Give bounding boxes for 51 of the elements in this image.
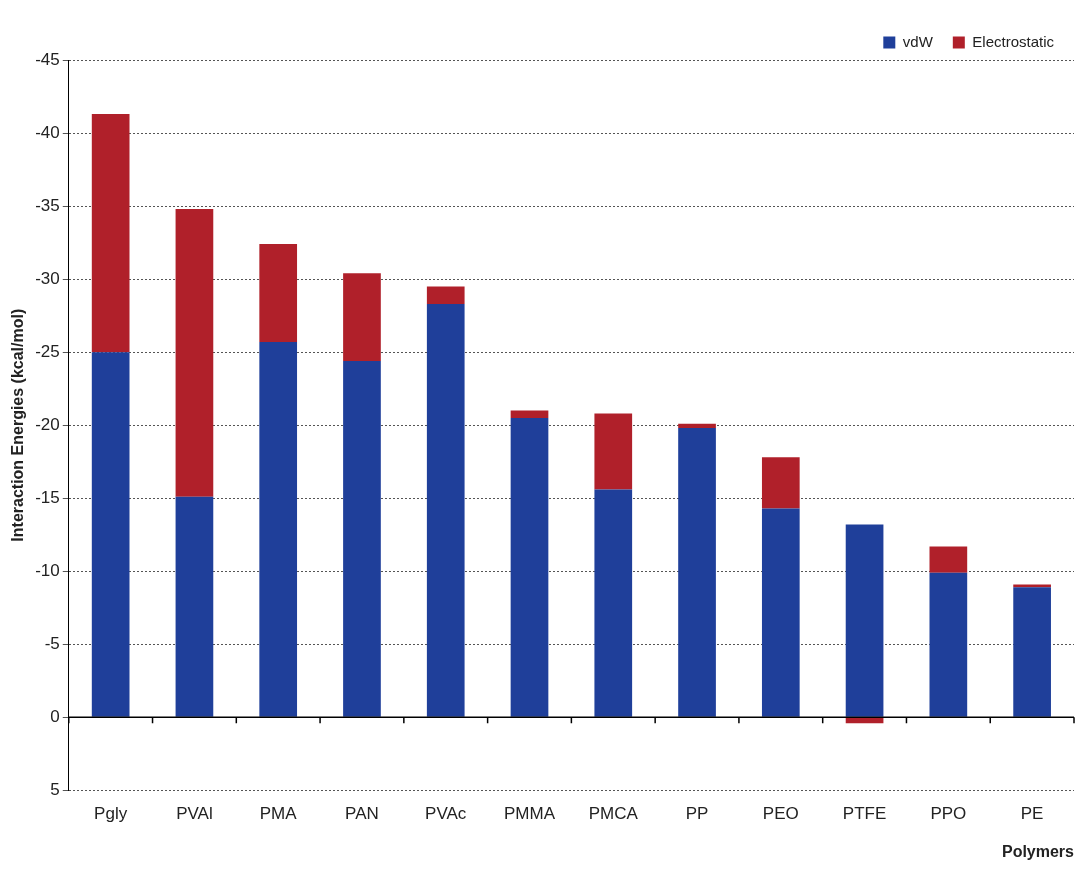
x-tick-label: PEO: [762, 804, 799, 824]
bar: [845, 717, 884, 724]
y-tick-label: -5: [44, 634, 60, 654]
x-axis-title: Polymers: [1001, 842, 1075, 860]
bar: [426, 286, 465, 304]
bar: [678, 423, 716, 429]
y-tick-label: -10: [35, 560, 60, 580]
bar: [510, 417, 549, 717]
bar: [929, 546, 968, 573]
y-tick-label: 0: [50, 707, 60, 727]
bar: [91, 352, 130, 717]
x-tick-label: PE: [1020, 804, 1044, 824]
x-tick-label: PAN: [345, 804, 379, 824]
legend-label: vdW: [902, 32, 934, 50]
x-tick-label: PVAl: [176, 804, 213, 824]
bar: [678, 428, 716, 717]
bar: [1013, 587, 1051, 717]
bar: [594, 413, 633, 490]
x-tick-label: PPO: [930, 804, 967, 824]
y-axis-title: Interaction Energies (kcal/mol): [9, 308, 27, 542]
y-tick-label: -45: [35, 49, 60, 69]
bar: [259, 341, 298, 717]
bar: [929, 572, 968, 717]
bar: [594, 489, 633, 717]
y-tick-label: -40: [35, 122, 60, 142]
x-tick-label: PMMA: [504, 804, 556, 824]
bar: [343, 273, 381, 361]
y-tick-label: 5: [50, 780, 60, 800]
bar: [259, 244, 298, 342]
bar: [1013, 584, 1051, 588]
legend-label: Electrostatic: [972, 32, 1055, 50]
bar: [761, 508, 800, 717]
y-tick-label: -35: [35, 195, 60, 215]
y-tick-label: -20: [35, 414, 60, 434]
x-tick-label: PVAc: [425, 804, 467, 824]
bar: [845, 524, 884, 717]
x-tick-label: Pgly: [94, 804, 128, 824]
bar: [91, 114, 130, 353]
y-tick-label: -30: [35, 268, 60, 288]
bar: [761, 457, 800, 509]
x-tick-label: PTFE: [842, 804, 887, 824]
x-tick-label: PMA: [259, 804, 298, 824]
x-tick-label: PP: [685, 804, 709, 824]
bar: [175, 496, 214, 717]
bar: [426, 303, 465, 717]
bar: [343, 360, 381, 717]
bar: [175, 209, 214, 497]
y-tick-label: -25: [35, 341, 60, 361]
x-tick-label: PMCA: [588, 804, 639, 824]
y-tick-label: -15: [35, 487, 60, 507]
bar: [510, 410, 549, 418]
